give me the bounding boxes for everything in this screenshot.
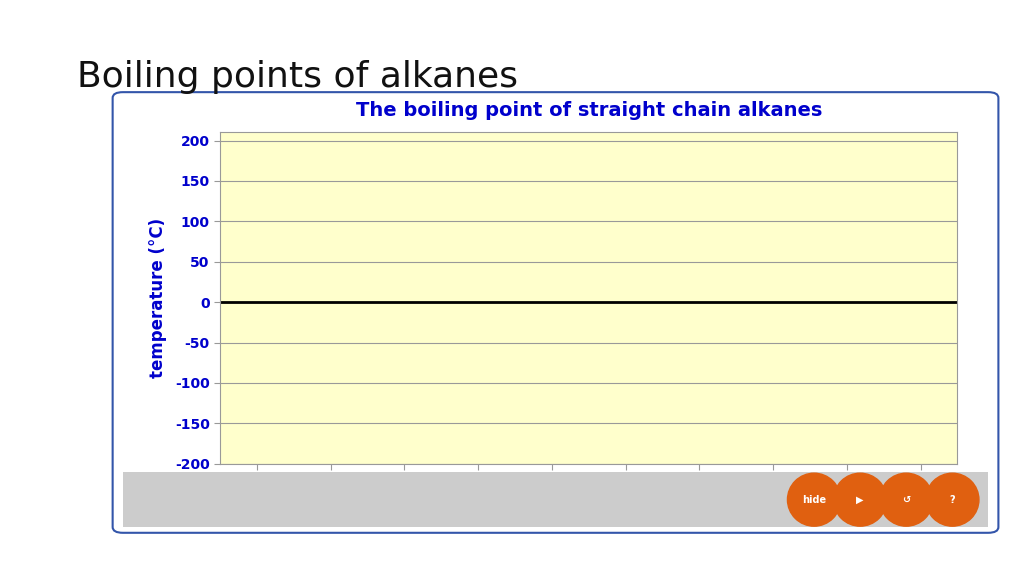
Text: ▶: ▶ bbox=[856, 495, 864, 505]
Text: ?: ? bbox=[949, 495, 955, 505]
Text: ↺: ↺ bbox=[902, 495, 910, 505]
Text: Boiling points of alkanes: Boiling points of alkanes bbox=[77, 60, 518, 94]
X-axis label: carbon chain length: carbon chain length bbox=[496, 497, 682, 514]
Title: The boiling point of straight chain alkanes: The boiling point of straight chain alka… bbox=[355, 101, 822, 120]
Y-axis label: temperature (°C): temperature (°C) bbox=[148, 218, 167, 378]
Text: hide: hide bbox=[802, 495, 826, 505]
